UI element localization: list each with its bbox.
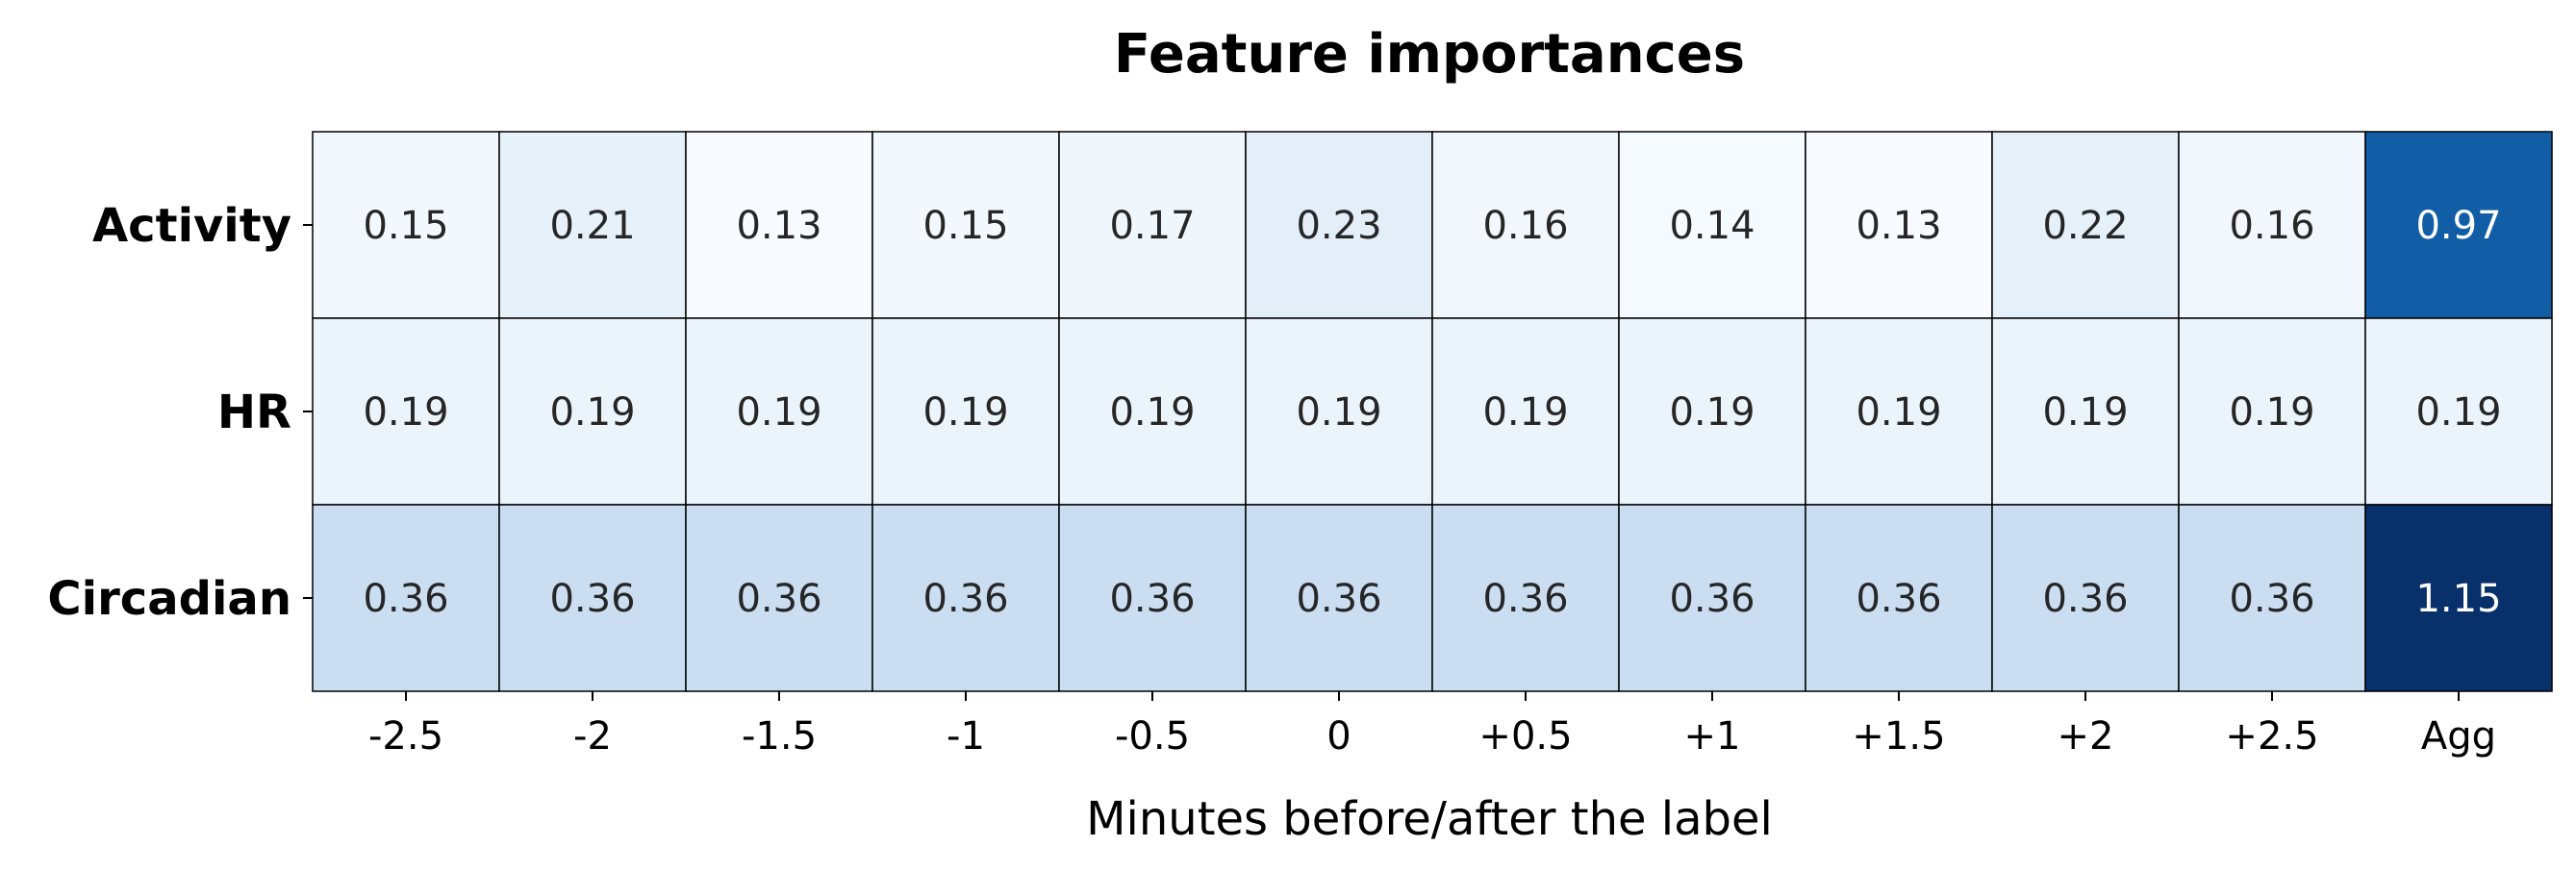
cell-value-label: 0.36 (1296, 577, 1381, 621)
cell-value-label: 0.19 (1482, 390, 1568, 435)
cell-value-label: 0.19 (1856, 390, 1941, 435)
cell-value-label: 0.36 (2229, 577, 2314, 621)
row-label-circadian: Circadian (47, 572, 291, 626)
chart-title: Feature importances (1114, 23, 1745, 86)
cell-value-label: 0.36 (363, 577, 448, 621)
column-label-minus2-5: -2.5 (368, 714, 443, 759)
heatmap-cell-hr-plus2 (1991, 317, 2180, 506)
cell-value-label: 0.36 (1109, 577, 1195, 621)
heatmap-cell-hr-plus1-5 (1805, 317, 1993, 506)
cell-value-label: 0.13 (1856, 204, 1941, 248)
heatmap-cell-circadian-agg (2364, 504, 2553, 692)
cell-value-label: 0.22 (2042, 204, 2128, 248)
cell-value-label: 0.15 (922, 204, 1008, 248)
cell-value-label: 0.36 (2042, 577, 2128, 621)
cell-value-label: 0.15 (363, 204, 448, 248)
column-label-plus0-5: +0.5 (1478, 714, 1572, 759)
column-label-0: 0 (1326, 714, 1351, 759)
cell-value-label: 0.19 (2042, 390, 2128, 435)
cell-value-label: 0.36 (736, 577, 821, 621)
heatmap-cell-activity-minus0-5 (1058, 131, 1247, 319)
cell-value-label: 0.21 (549, 204, 635, 248)
column-label-plus1-5: +1.5 (1852, 714, 1945, 759)
heatmap-cell-circadian-minus1 (871, 504, 1060, 692)
cell-value-label: 0.36 (549, 577, 635, 621)
heatmap-cell-circadian-plus2-5 (2178, 504, 2366, 692)
cell-value-label: 0.36 (1482, 577, 1568, 621)
cell-value-label: 0.97 (2415, 204, 2501, 248)
heatmap-cells: 0.15 0.21 0.13 0.15 0.17 0.23 0.16 0.14 0.13 0.22… (312, 131, 2553, 692)
cell-value-label: 0.19 (2229, 390, 2314, 435)
column-label-minus2: -2 (573, 714, 612, 759)
heatmap-cell-circadian-minus0-5 (1058, 504, 1247, 692)
cell-value-label: 0.19 (736, 390, 821, 435)
heatmap-cell-hr-minus0-5 (1058, 317, 1247, 506)
heatmap-cell-activity-agg (2364, 131, 2553, 319)
heatmap-cell-hr-0 (1245, 317, 1433, 506)
cell-value-label: 1.15 (2415, 577, 2501, 621)
cell-value-label: 0.13 (736, 204, 821, 248)
heatmap-cell-activity-plus1 (1618, 131, 1806, 319)
cell-value-label: 0.36 (1856, 577, 1941, 621)
column-label-plus1: +1 (1684, 714, 1741, 759)
heatmap-cell-hr-plus0-5 (1431, 317, 1620, 506)
column-label-agg: Agg (2421, 714, 2496, 759)
heatmap-cell-hr-plus1 (1618, 317, 1806, 506)
heatmap-cell-activity-minus1-5 (685, 131, 873, 319)
cell-value-label: 0.19 (549, 390, 635, 435)
cell-value-label: 0.16 (1482, 204, 1568, 248)
column-labels: -2.5 -2 -1.5 -1 -0.5 0 +0.5 +1 +1.5 +2 +2.5 Agg (368, 691, 2496, 759)
heatmap-cell-hr-minus2-5 (312, 317, 500, 506)
cell-value-label: 0.14 (1669, 204, 1755, 248)
column-label-minus0-5: -0.5 (1115, 714, 1190, 759)
heatmap-cell-activity-minus1 (871, 131, 1060, 319)
cell-value-label: 0.19 (1296, 390, 1381, 435)
heatmap-cell-hr-agg (2364, 317, 2553, 506)
cell-value-label: 0.36 (1669, 577, 1755, 621)
cell-value-label: 0.19 (1669, 390, 1755, 435)
column-label-minus1: -1 (947, 714, 985, 759)
heatmap-cell-activity-0 (1245, 131, 1433, 319)
cell-value-label: 0.16 (2229, 204, 2314, 248)
heatmap-cell-activity-minus2-5 (312, 131, 500, 319)
cell-value-label: 0.17 (1109, 204, 1195, 248)
heatmap-cell-circadian-minus2-5 (312, 504, 500, 692)
cell-value-label: 0.36 (922, 577, 1008, 621)
heatmap-cell-hr-minus2 (498, 317, 687, 506)
cell-value-label: 0.19 (363, 390, 448, 435)
heatmap-cell-hr-minus1-5 (685, 317, 873, 506)
heatmap-cell-hr-plus2-5 (2178, 317, 2366, 506)
column-label-plus2-5: +2.5 (2225, 714, 2318, 759)
cell-value-label: 0.19 (1109, 390, 1195, 435)
column-label-minus1-5: -1.5 (742, 714, 817, 759)
cell-value-label: 0.19 (922, 390, 1008, 435)
row-label-activity: Activity (92, 199, 291, 253)
heatmap-cell-circadian-plus0-5 (1431, 504, 1620, 692)
heatmap-cell-activity-plus2 (1991, 131, 2180, 319)
heatmap-cell-circadian-minus1-5 (685, 504, 873, 692)
cell-value-label: 0.19 (2415, 390, 2501, 435)
x-axis-label: Minutes before/after the label (1086, 792, 1773, 846)
row-labels: Activity HR Circadian (47, 199, 313, 626)
row-label-hr: HR (217, 386, 291, 439)
cell-value-label: 0.23 (1296, 204, 1381, 248)
heatmap-cell-activity-minus2 (498, 131, 687, 319)
column-label-plus2: +2 (2058, 714, 2114, 759)
heatmap-cell-hr-minus1 (871, 317, 1060, 506)
